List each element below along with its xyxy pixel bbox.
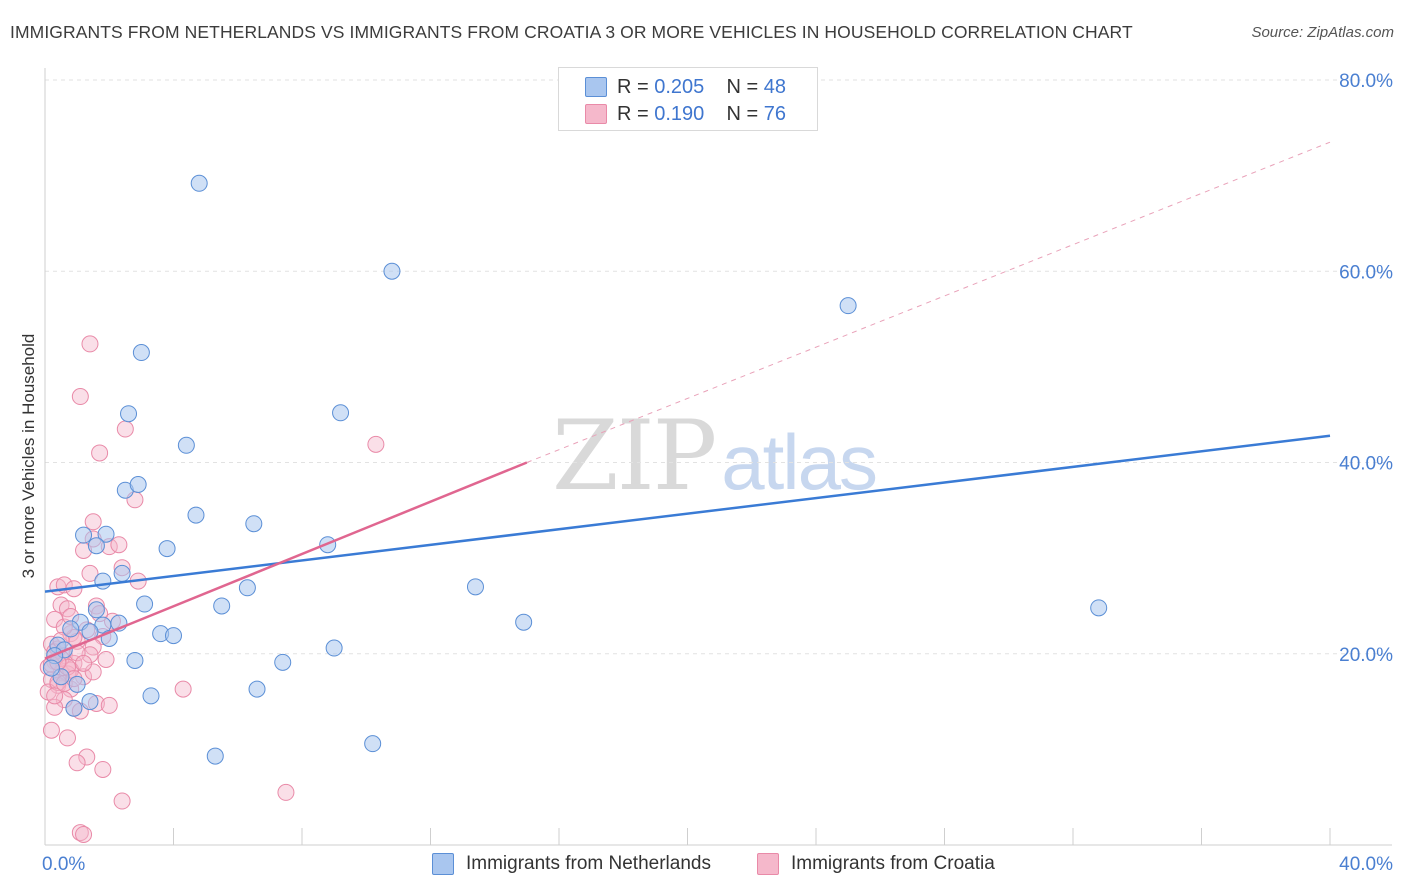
croatia-point	[100, 696, 118, 714]
croatia-point	[81, 335, 99, 353]
legend-swatch-netherlands	[585, 77, 607, 97]
legend-swatch-croatia	[585, 104, 607, 124]
croatia-point	[174, 680, 192, 698]
netherlands-point	[81, 693, 99, 711]
netherlands-point	[383, 262, 401, 280]
netherlands-point	[75, 526, 93, 544]
netherlands-trend-line	[44, 434, 1331, 593]
netherlands-point	[132, 344, 150, 362]
netherlands-point	[65, 699, 83, 717]
axes	[44, 68, 1392, 846]
legend-r-value-croatia: 0.190	[654, 102, 705, 125]
legend-r-label: R =	[617, 102, 649, 125]
croatia-point	[46, 687, 64, 705]
y-tick-label: 20.0%	[1339, 645, 1393, 666]
croatia-point	[42, 721, 60, 739]
bottom-legend-swatch-croatia	[757, 853, 779, 875]
croatia-point	[116, 420, 134, 438]
netherlands-point	[87, 601, 105, 619]
netherlands-point	[515, 613, 533, 631]
netherlands-point	[245, 515, 263, 533]
netherlands-point	[126, 651, 144, 669]
trend-lines	[44, 141, 1331, 660]
netherlands-point	[165, 627, 182, 645]
legend-n-label: N =	[726, 102, 759, 125]
netherlands-point	[177, 436, 195, 454]
netherlands-point	[87, 537, 105, 555]
legend-n-value-croatia: 76	[763, 102, 787, 125]
watermark-zip: ZIP	[552, 400, 717, 512]
netherlands-point	[248, 680, 266, 698]
croatia-point	[68, 754, 86, 772]
legend-n-label: N =	[726, 75, 759, 98]
x-tick-label: 0.0%	[42, 854, 85, 875]
netherlands-point	[97, 525, 115, 543]
croatia-point	[367, 435, 385, 453]
netherlands-point	[142, 687, 160, 705]
netherlands-point	[94, 572, 112, 590]
netherlands-point	[190, 174, 208, 192]
netherlands-point	[1090, 599, 1108, 617]
netherlands-point	[325, 639, 343, 657]
correlation-legend: R = 0.205 N = 48 R = 0.190 N = 76	[558, 67, 818, 131]
croatia-point	[97, 650, 115, 668]
netherlands-point	[113, 564, 131, 582]
netherlands-point	[466, 578, 484, 596]
netherlands-point	[120, 405, 138, 423]
bottom-legend-netherlands[interactable]: Immigrants from Netherlands	[432, 852, 711, 876]
netherlands-point	[158, 540, 176, 558]
watermark: ZIPatlas	[552, 400, 878, 512]
x-tick-label: 40.0%	[1339, 854, 1393, 875]
netherlands-point	[62, 620, 80, 638]
croatia-point	[75, 654, 93, 672]
croatia-point	[78, 748, 96, 766]
netherlands-point	[42, 659, 60, 677]
croatia-point	[75, 825, 93, 843]
netherlands-point	[136, 595, 154, 613]
croatia-point	[91, 444, 109, 462]
bottom-legend-label-netherlands: Immigrants from Netherlands	[466, 853, 711, 874]
netherlands-point	[364, 735, 382, 753]
croatia-point	[58, 729, 76, 747]
chart-title: IMMIGRANTS FROM NETHERLANDS VS IMMIGRANT…	[10, 22, 1133, 42]
croatia-trend-extension	[526, 141, 1331, 463]
netherlands-points	[42, 174, 1108, 765]
netherlands-point	[68, 675, 86, 693]
legend-r-value-netherlands: 0.205	[654, 75, 705, 98]
y-tick-label: 40.0%	[1339, 454, 1393, 475]
croatia-point	[113, 792, 131, 810]
bottom-legend-croatia[interactable]: Immigrants from Croatia	[757, 852, 995, 876]
croatia-trend-line	[44, 461, 528, 660]
netherlands-point	[839, 297, 857, 315]
y-tick-label: 80.0%	[1339, 71, 1393, 92]
legend-n-value-netherlands: 48	[763, 75, 787, 98]
netherlands-point	[206, 747, 224, 765]
legend-r-label: R =	[617, 75, 649, 98]
croatia-point	[81, 646, 99, 664]
y-axis-label: 3 or more Vehicles in Household	[19, 334, 38, 579]
croatia-point	[84, 513, 102, 531]
croatia-point	[81, 564, 99, 582]
croatia-point	[84, 663, 102, 681]
bottom-legend-label-croatia: Immigrants from Croatia	[791, 853, 995, 874]
netherlands-point	[274, 653, 292, 671]
netherlands-point	[332, 404, 350, 422]
y-tick-label: 60.0%	[1339, 262, 1393, 283]
croatia-point	[71, 824, 89, 842]
netherlands-point	[213, 597, 231, 615]
croatia-point	[71, 388, 89, 406]
bottom-legend-swatch-netherlands	[432, 853, 454, 875]
croatia-point	[110, 536, 128, 554]
netherlands-point	[129, 475, 147, 493]
croatia-point	[277, 783, 295, 801]
netherlands-point	[187, 506, 205, 524]
source-credit: Source: ZipAtlas.com	[1251, 24, 1394, 41]
tick-labels: 20.0% 40.0% 60.0% 80.0% 0.0% 40.0%	[42, 71, 1393, 875]
croatia-point	[94, 760, 112, 778]
netherlands-point	[238, 579, 256, 597]
